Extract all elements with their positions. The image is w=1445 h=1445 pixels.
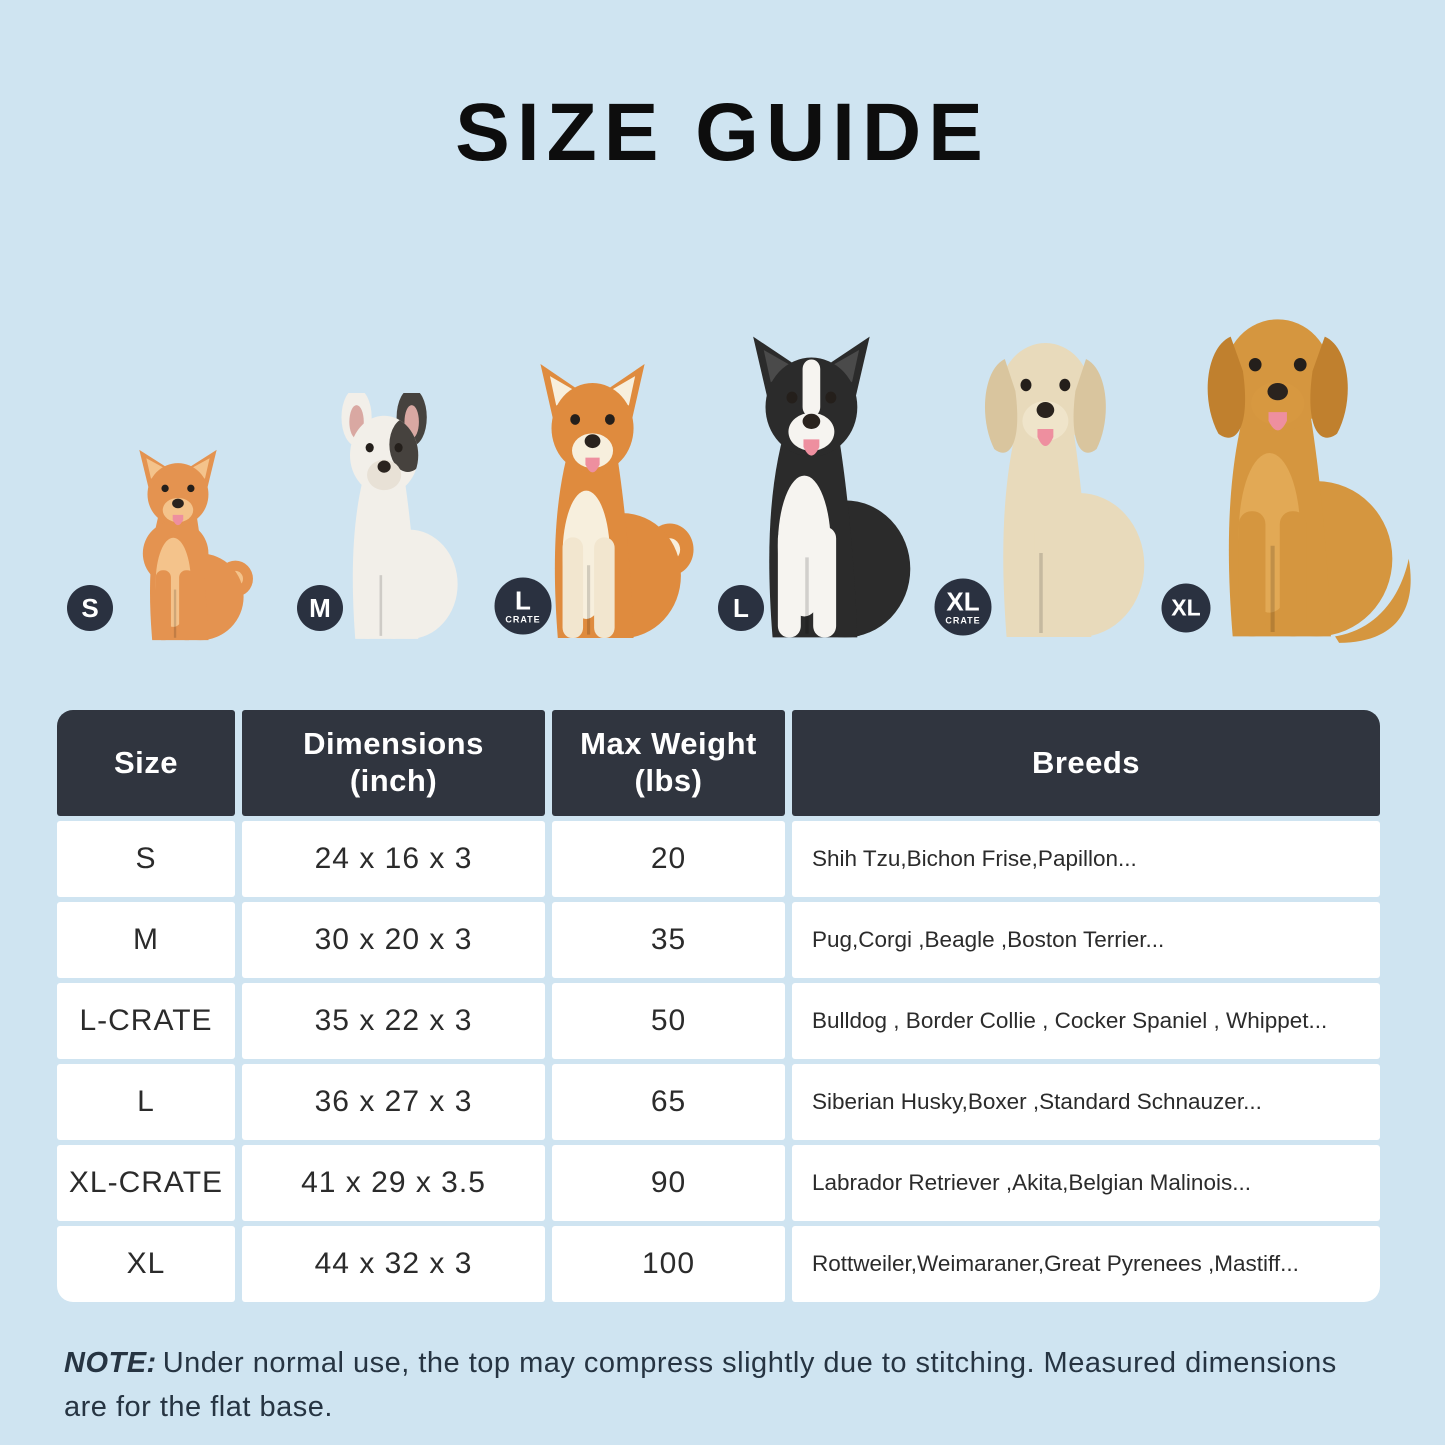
size-table: Size Dimensions (inch) Max Weight (lbs) … (57, 710, 1380, 1302)
badge-label: XL (946, 586, 980, 617)
cell-breeds-m: Pug,Corgi ,Beagle ,Boston Terrier... (792, 902, 1380, 978)
cell-max-weight-xl-crate: 90 (552, 1145, 785, 1221)
cell-size-xl: XL (57, 1226, 235, 1302)
cell-breeds-s: Shih Tzu,Bichon Frise,Papillon... (792, 821, 1380, 897)
cell-breeds-l-crate: Bulldog , Border Collie , Cocker Spaniel… (792, 983, 1380, 1059)
dog-pomeranian (110, 445, 260, 650)
col-header-dimensions: Dimensions (inch) (242, 710, 545, 816)
size-badge-xl-crate: XL CRATE (934, 578, 992, 636)
note-text: Under normal use, the top may compress s… (64, 1347, 1337, 1423)
dog-french-bulldog (308, 388, 476, 650)
cell-size-m: M (57, 902, 235, 978)
cell-max-weight-l-crate: 50 (552, 983, 785, 1059)
dog-shiba-inu (501, 357, 703, 650)
cell-max-weight-s: 20 (552, 821, 785, 897)
cell-size-xl-crate: XL-CRATE (57, 1145, 235, 1221)
cell-dimensions-m: 30 x 20 x 3 (242, 902, 545, 978)
badge-label: S (81, 593, 99, 623)
col-header-size: Size (57, 710, 235, 816)
cell-dimensions-l-crate: 35 x 22 x 3 (242, 983, 545, 1059)
col-header-max-weight: Max Weight (lbs) (552, 710, 785, 816)
dog-labrador-retriever (943, 313, 1169, 650)
cell-size-l: L (57, 1064, 235, 1140)
cell-dimensions-l: 36 x 27 x 3 (242, 1064, 545, 1140)
cell-size-s: S (57, 821, 235, 897)
cell-dimensions-s: 24 x 16 x 3 (242, 821, 545, 897)
page-title: SIZE GUIDE (455, 87, 990, 178)
cell-breeds-xl-crate: Labrador Retriever ,Akita,Belgian Malino… (792, 1145, 1380, 1221)
col-header-breeds: Breeds (792, 710, 1380, 816)
size-badge-s: S (67, 585, 113, 631)
cell-breeds-l: Siberian Husky,Boxer ,Standard Schnauzer… (792, 1064, 1380, 1140)
size-badge-l: L (718, 585, 764, 631)
dog-border-collie (709, 329, 935, 650)
badge-label: L (733, 593, 749, 623)
cell-dimensions-xl-crate: 41 x 29 x 3.5 (242, 1145, 545, 1221)
badge-sublabel: CRATE (505, 614, 541, 625)
badge-sublabel: CRATE (945, 615, 981, 626)
cell-max-weight-m: 35 (552, 902, 785, 978)
badge-label: M (309, 593, 331, 623)
cell-size-l-crate: L-CRATE (57, 983, 235, 1059)
cell-breeds-xl: Rottweiler,Weimaraner,Great Pyrenees ,Ma… (792, 1226, 1380, 1302)
size-badge-xl: XL (1161, 583, 1211, 633)
dog-golden-retriever (1159, 287, 1421, 650)
cell-max-weight-xl: 100 (552, 1226, 785, 1302)
cell-dimensions-xl: 44 x 32 x 3 (242, 1226, 545, 1302)
note-label: NOTE: (64, 1347, 157, 1379)
badge-label: XL (1171, 594, 1201, 621)
dogs-row: S M L CRATE L XL CRATE XL (0, 268, 1445, 652)
note: NOTE: Under normal use, the top may compr… (64, 1342, 1374, 1429)
size-badge-m: M (297, 585, 343, 631)
cell-max-weight-l: 65 (552, 1064, 785, 1140)
badge-label: L (515, 585, 531, 616)
size-badge-l-crate: L CRATE (494, 577, 552, 635)
